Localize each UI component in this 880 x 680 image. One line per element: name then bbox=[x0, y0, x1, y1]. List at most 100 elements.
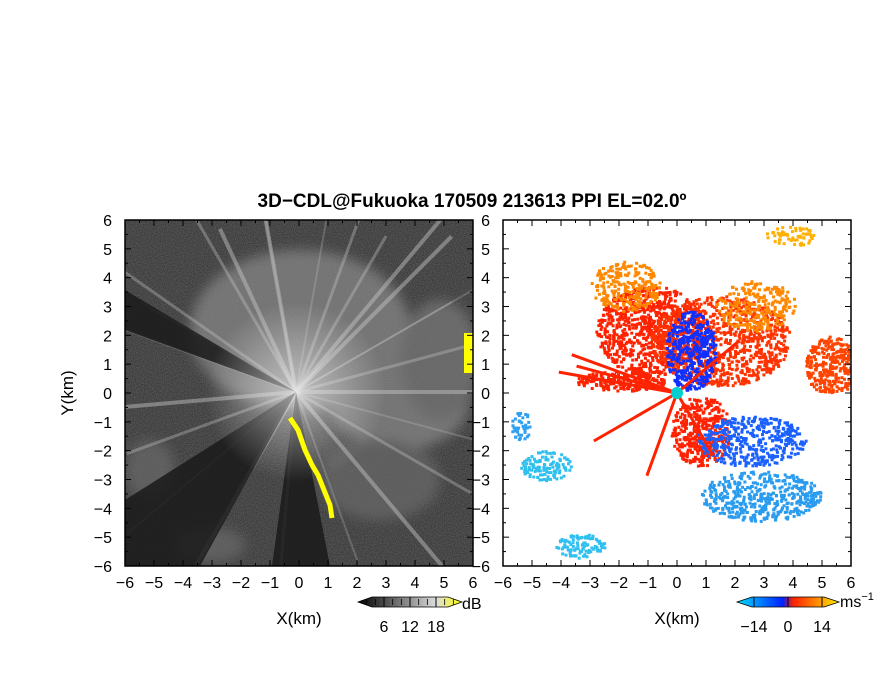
velocity-pixel bbox=[620, 298, 624, 302]
velocity-pixel bbox=[781, 449, 785, 453]
velocity-pixel bbox=[681, 405, 685, 409]
velocity-pixel bbox=[530, 468, 534, 472]
velocity-pixel bbox=[663, 291, 667, 295]
velocity-pixel bbox=[721, 368, 725, 372]
velocity-pixel bbox=[830, 347, 834, 351]
velocity-pixel bbox=[765, 308, 769, 312]
velocity-pixel bbox=[695, 355, 699, 359]
velocity-pixel bbox=[545, 467, 549, 471]
velocity-pixel bbox=[710, 304, 714, 308]
velocity-pixel bbox=[811, 493, 814, 497]
velocity-pixel bbox=[638, 292, 642, 296]
velocity-pixel bbox=[843, 348, 847, 352]
velocity-pixel bbox=[635, 339, 639, 343]
velocity-pixel bbox=[657, 345, 661, 348]
velocity-pixel bbox=[706, 296, 710, 300]
velocity-pixel bbox=[757, 333, 761, 337]
velocity-pixel bbox=[724, 495, 728, 499]
velocity-pixel bbox=[734, 512, 738, 516]
velocity-pixel bbox=[590, 282, 594, 285]
velocity-pixel bbox=[754, 314, 758, 318]
velocity-pixel bbox=[693, 429, 697, 433]
velocity-pixel bbox=[766, 422, 770, 425]
velocity-pixel bbox=[638, 309, 642, 313]
velocity-pixel bbox=[680, 321, 683, 325]
velocity-pixel bbox=[737, 304, 741, 308]
velocity-pixel bbox=[754, 481, 757, 485]
velocity-pixel bbox=[773, 502, 777, 506]
velocity-pixel bbox=[752, 356, 755, 360]
velocity-pixel bbox=[651, 358, 655, 362]
velocity-pixel bbox=[757, 443, 761, 447]
velocity-pixel bbox=[646, 321, 650, 325]
velocity-pixel bbox=[694, 435, 697, 439]
velocity-pixel bbox=[755, 453, 759, 457]
velocity-pixel bbox=[546, 477, 550, 481]
velocity-pixel bbox=[695, 432, 699, 436]
velocity-pixel bbox=[782, 314, 786, 318]
velocity-pixel bbox=[699, 302, 703, 306]
velocity-pixel bbox=[662, 368, 666, 372]
velocity-pixel bbox=[756, 377, 760, 381]
velocity-pixel bbox=[720, 318, 724, 322]
velocity-pixel bbox=[712, 446, 716, 450]
velocity-pixel bbox=[584, 549, 588, 553]
velocity-pixel bbox=[662, 350, 666, 354]
velocity-pixel bbox=[778, 438, 782, 442]
velocity-pixel bbox=[775, 461, 779, 465]
velocity-pixel bbox=[681, 328, 685, 332]
velocity-pixel bbox=[836, 341, 840, 345]
velocity-pixel bbox=[630, 297, 634, 301]
velocity-pixel bbox=[686, 339, 689, 342]
velocity-pixel bbox=[637, 355, 640, 359]
velocity-pixel bbox=[644, 326, 648, 329]
velocity-pixel bbox=[724, 322, 728, 326]
velocity-pixel bbox=[600, 546, 604, 549]
velocity-pixel bbox=[752, 301, 756, 305]
velocity-pixel bbox=[772, 512, 776, 516]
velocity-pixel bbox=[760, 368, 764, 372]
velocity-pixel bbox=[750, 519, 754, 523]
velocity-pixel bbox=[673, 289, 677, 293]
velocity-pixel bbox=[686, 341, 690, 345]
velocity-pixel bbox=[688, 441, 692, 445]
velocity-pixel bbox=[651, 338, 655, 342]
velocity-pixel bbox=[699, 346, 703, 350]
velocity-pixel bbox=[737, 379, 741, 383]
velocity-pixel bbox=[766, 320, 769, 324]
velocity-pixel bbox=[793, 297, 796, 301]
velocity-pixel bbox=[690, 302, 694, 306]
velocity-pixel bbox=[773, 473, 777, 477]
velocity-pixel bbox=[803, 487, 807, 491]
velocity-pixel bbox=[770, 351, 774, 355]
velocity-pixel bbox=[699, 441, 702, 445]
velocity-pixel bbox=[739, 382, 743, 386]
velocity-pixel bbox=[803, 482, 807, 486]
velocity-pixel bbox=[687, 317, 691, 321]
velocity-pixel bbox=[571, 541, 575, 545]
velocity-pixel bbox=[612, 280, 616, 284]
velocity-pixel bbox=[622, 343, 626, 347]
velocity-pixel bbox=[840, 344, 844, 348]
velocity-pixel bbox=[678, 445, 682, 449]
velocity-pixel bbox=[743, 362, 747, 366]
velocity-pixel bbox=[735, 367, 739, 371]
velocity-pixel bbox=[790, 502, 794, 506]
velocity-pixel bbox=[714, 343, 718, 347]
velocity-pixel bbox=[617, 298, 621, 302]
velocity-pixel bbox=[745, 362, 749, 366]
velocity-pixel bbox=[624, 313, 627, 317]
velocity-pixel bbox=[560, 453, 564, 457]
velocity-pixel bbox=[692, 441, 696, 445]
velocity-pixel bbox=[656, 336, 660, 340]
velocity-pixel bbox=[692, 332, 696, 336]
velocity-pixel bbox=[786, 346, 790, 350]
velocity-pixel bbox=[706, 331, 710, 334]
velocity-pixel bbox=[655, 354, 659, 357]
velocity-pixel bbox=[716, 351, 720, 355]
velocity-pixel bbox=[631, 349, 635, 353]
velocity-pixel bbox=[762, 507, 766, 511]
velocity-pixel bbox=[722, 457, 726, 461]
velocity-pixel bbox=[770, 323, 773, 327]
velocity-pixel bbox=[707, 441, 711, 444]
